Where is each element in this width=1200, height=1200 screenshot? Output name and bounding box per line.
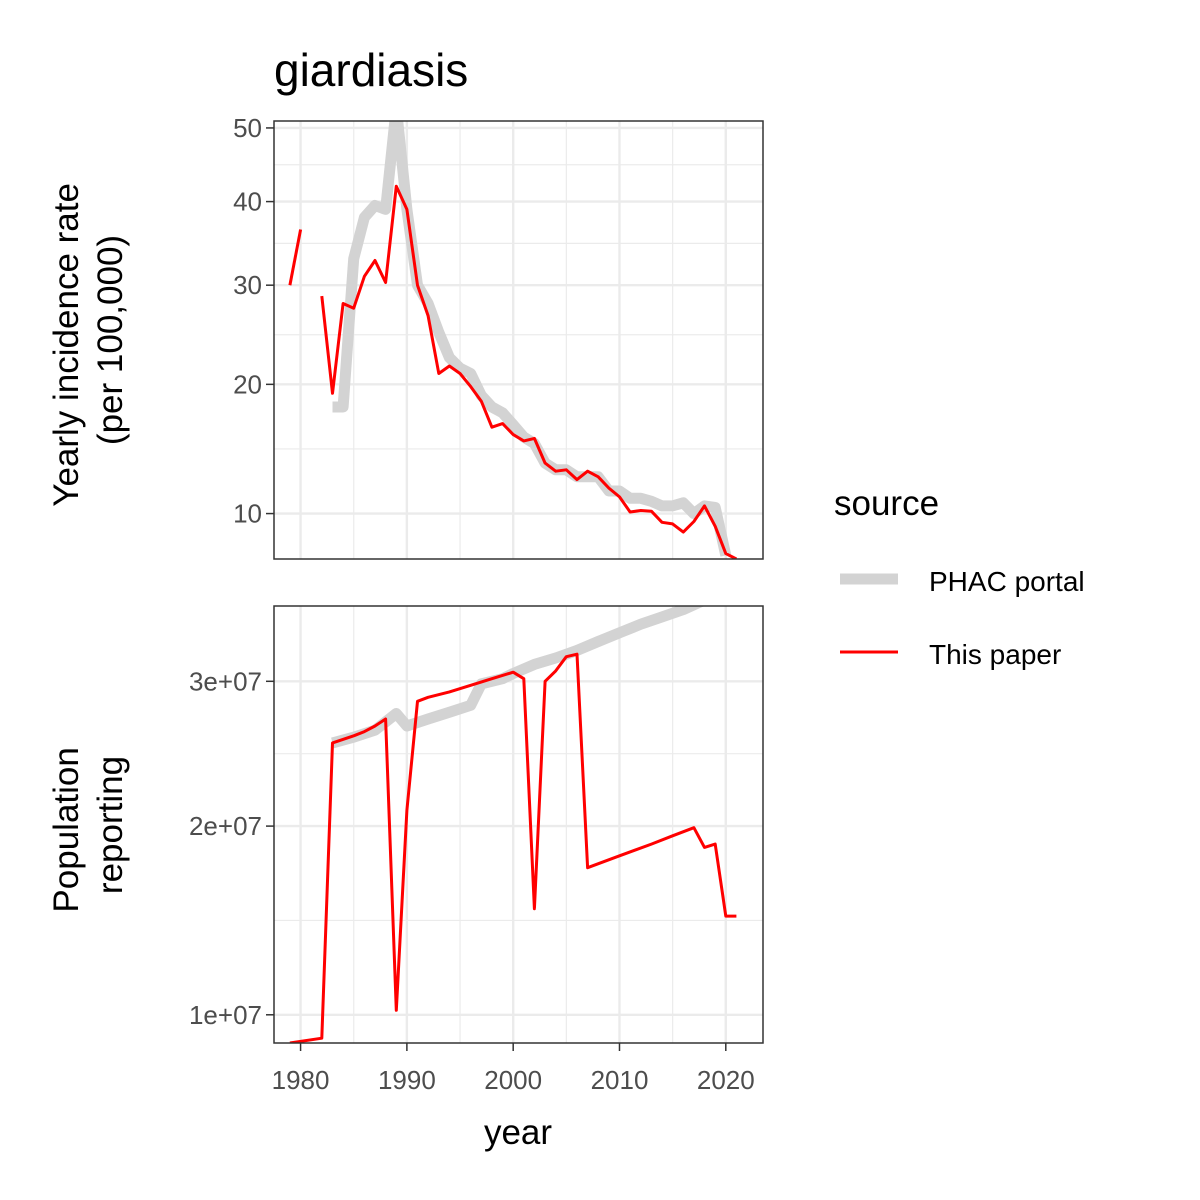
- y-tick-label: 30: [233, 270, 262, 300]
- x-tick-label: 1990: [378, 1065, 436, 1095]
- panel-population-y-axis: 1e+07 2e+07 3e+07: [189, 666, 274, 1030]
- y-tick-label: 1e+07: [189, 1000, 262, 1030]
- panel-incidence-border: [273, 120, 764, 560]
- legend-title: source: [834, 484, 939, 523]
- y-tick-label: 2e+07: [189, 811, 262, 841]
- y-tick-label: 50: [233, 113, 262, 143]
- x-tick-label: 2000: [484, 1065, 542, 1095]
- series-line-this-paper: [288, 229, 303, 286]
- y-tick-label: 10: [233, 499, 262, 529]
- y-tick-label: 3e+07: [189, 666, 262, 696]
- x-tick-label: 1980: [272, 1065, 330, 1095]
- chart-title: giardiasis: [274, 44, 468, 96]
- legend-label-this-paper: This paper: [929, 639, 1061, 670]
- legend-label-phac-portal: PHAC portal: [929, 566, 1085, 597]
- y-axis-title-population-line1: Population: [47, 747, 86, 912]
- x-axis-title: year: [484, 1113, 552, 1152]
- panel-incidence-background: [274, 121, 763, 559]
- y-axis-title-population: Population reporting: [47, 737, 130, 912]
- y-tick-label: 20: [233, 369, 262, 399]
- panel-incidence-y-axis: 10 20 30 40 50: [233, 113, 274, 529]
- series-line-this-paper: [320, 184, 738, 559]
- panel-population-border: [273, 605, 764, 1044]
- panel-incidence-grid: [274, 121, 763, 559]
- panel-population-series: [289, 606, 737, 1043]
- legend: source PHAC portal This paper: [834, 484, 1085, 670]
- y-tick-label: 40: [233, 187, 262, 217]
- x-tick-label: 2010: [591, 1065, 649, 1095]
- y-axis-title-incidence-line2: (per 100,000): [91, 235, 130, 445]
- y-axis-title-population-line2: reporting: [91, 756, 130, 894]
- panel-incidence: 10 20 30 40 50 Yearly incidence rate (per 10…: [47, 113, 764, 560]
- y-axis-title-incidence: Yearly incidence rate (per 100,000): [47, 173, 130, 506]
- series-line-this-paper: [289, 652, 737, 1043]
- panel-incidence-series: [288, 121, 738, 559]
- panel-population-background: [274, 606, 763, 1043]
- x-axis: 1980 1990 2000 2010 2020: [272, 1043, 755, 1095]
- panel-population: 1e+07 2e+07 3e+07 Population reporting: [47, 605, 764, 1044]
- x-tick-label: 2020: [697, 1065, 755, 1095]
- y-axis-title-incidence-line1: Yearly incidence rate: [47, 183, 86, 507]
